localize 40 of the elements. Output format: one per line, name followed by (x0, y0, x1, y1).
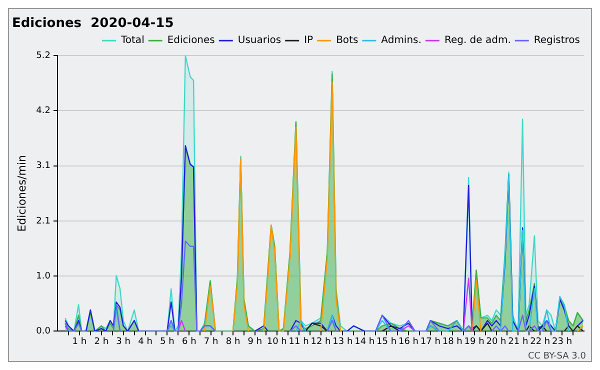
legend-label: Bots (336, 35, 358, 46)
y-axis-title: Ediciones/min (15, 155, 28, 232)
x-tick-label: 8 h (226, 336, 240, 347)
x-tick-label: 11 h (288, 336, 309, 347)
legend-label: Total (120, 35, 144, 46)
x-tick-label: 13 h (332, 336, 353, 347)
x-tick-label: 17 h (420, 336, 440, 347)
legend-label: Registros (534, 35, 580, 46)
x-tick-label: 9 h (248, 336, 262, 347)
y-tick-label: 0.0 (36, 326, 51, 337)
x-tick-label: 10 h (266, 336, 287, 347)
x-tick-label: 18 h (442, 336, 462, 347)
x-tick-label: 12 h (310, 336, 331, 347)
x-tick-label: 22 h (530, 336, 550, 347)
y-tick-label: 2.1 (36, 216, 51, 226)
x-tick-label: 4 h (138, 336, 152, 347)
x-tick-label: 20 h (486, 336, 506, 347)
x-tick-label: 14 h (354, 336, 375, 347)
x-tick-label: 2 h (94, 336, 109, 347)
x-tick-label: 1 h (72, 336, 87, 347)
legend-label: Usuarios (238, 35, 282, 46)
x-tick-label: 16 h (398, 336, 419, 347)
y-tick-label: 3.1 (36, 161, 51, 172)
x-tick-label: 19 h (464, 336, 484, 347)
x-tick-label: 5 h (160, 336, 174, 347)
y-tick-label: 4.2 (36, 106, 51, 116)
legend-label: Ediciones (167, 35, 215, 46)
x-tick-label: 3 h (116, 336, 130, 347)
legend-label: Reg. de adm. (444, 35, 511, 46)
chart-title: Ediciones 2020-04-15 (12, 16, 174, 32)
x-tick-label: 21 h (508, 336, 528, 347)
x-tick-label: 23 h (552, 336, 572, 347)
y-tick-label: 1.0 (36, 271, 51, 282)
legend-label: IP (304, 35, 314, 46)
x-tick-label: 7 h (204, 336, 218, 347)
x-tick-label: 6 h (182, 336, 196, 347)
x-tick-label: 15 h (376, 336, 397, 347)
legend-label: Admins. (381, 35, 422, 46)
y-tick-label: 5.2 (36, 50, 51, 61)
text: CC BY-SA 3.0 (528, 351, 586, 362)
